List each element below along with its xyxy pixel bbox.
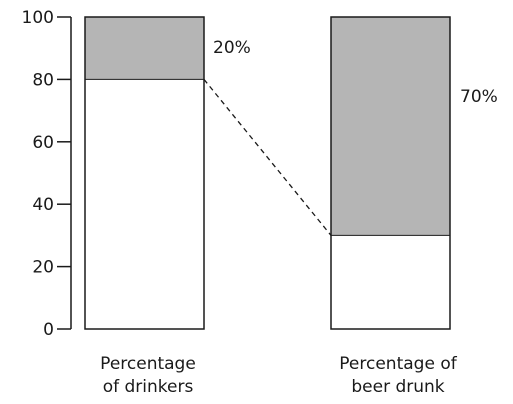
- category-label-line: Percentage of: [339, 354, 457, 374]
- annotations: 20% 70%: [203, 38, 498, 236]
- bar-segment: [85, 79, 204, 330]
- y-axis: 0 20 40 60 80 100: [22, 8, 72, 340]
- bar-outline: [330, 16, 451, 330]
- x-axis-category-labels: Percentage of drinkers Percentage of beer d…: [100, 354, 458, 397]
- y-tick-label: 80: [32, 70, 54, 90]
- y-tick-label: 40: [32, 195, 54, 215]
- y-tick-label: 60: [32, 133, 54, 153]
- segment-percentage-label: 70%: [460, 87, 498, 107]
- bar-segment: [331, 235, 450, 329]
- y-tick-label: 100: [22, 8, 54, 28]
- bar-segment: [331, 17, 450, 236]
- category-label-line: Percentage: [100, 354, 196, 374]
- category-label-line: of drinkers: [103, 377, 194, 397]
- segment-percentage-label: 20%: [213, 38, 251, 58]
- bars: [84, 16, 451, 330]
- category-label-line: beer drunk: [351, 377, 444, 397]
- dashed-connector-line: [203, 78, 332, 236]
- bar-segment: [85, 17, 204, 80]
- y-tick-label: 20: [32, 258, 54, 278]
- y-tick-label: 0: [43, 320, 54, 340]
- bar-outline: [84, 16, 205, 330]
